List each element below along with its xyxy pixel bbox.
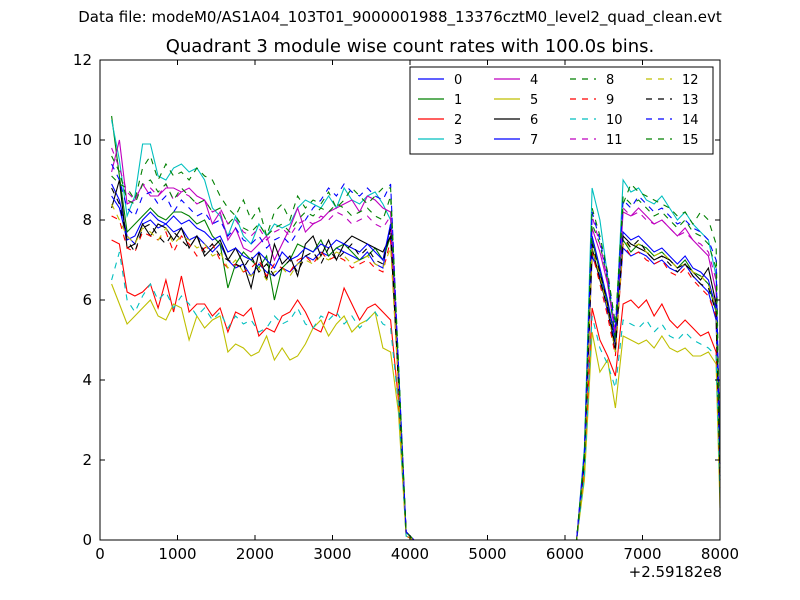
x-tick-label: 1000 bbox=[158, 545, 196, 563]
series-line-4 bbox=[111, 139, 721, 541]
series-line-5 bbox=[111, 283, 721, 541]
legend-label-9: 9 bbox=[606, 93, 614, 108]
y-tick-label: 10 bbox=[73, 131, 92, 149]
legend-label-12: 12 bbox=[682, 73, 699, 88]
chart-title: Quadrant 3 module wise count rates with … bbox=[165, 36, 655, 57]
legend-label-5: 5 bbox=[530, 93, 538, 108]
x-tick-label: 6000 bbox=[546, 545, 584, 563]
x-tick-label: 3000 bbox=[313, 545, 351, 563]
legend-label-0: 0 bbox=[454, 73, 462, 88]
y-tick-label: 2 bbox=[82, 451, 92, 469]
y-tick-label: 6 bbox=[82, 291, 92, 309]
suptitle: Data file: modeM0/AS1A04_103T01_90000019… bbox=[78, 8, 722, 26]
legend-label-7: 7 bbox=[530, 133, 538, 148]
y-tick-label: 0 bbox=[82, 531, 92, 549]
legend-label-14: 14 bbox=[682, 113, 699, 128]
legend-label-8: 8 bbox=[606, 73, 614, 88]
legend-label-2: 2 bbox=[454, 113, 462, 128]
x-axis: 0 1000 2000 3000 4000 5000 6000 7000 8000 bbox=[95, 60, 739, 563]
series-line-1 bbox=[111, 115, 721, 541]
legend-label-6: 6 bbox=[530, 113, 538, 128]
legend-label-1: 1 bbox=[454, 93, 462, 108]
series-line-8 bbox=[111, 154, 721, 541]
x-tick-label: 0 bbox=[95, 545, 105, 563]
legend-label-13: 13 bbox=[682, 93, 699, 108]
series-line-6 bbox=[111, 179, 721, 541]
x-tick-label: 4000 bbox=[391, 545, 429, 563]
series-line-13 bbox=[111, 187, 721, 541]
y-tick-label: 8 bbox=[82, 211, 92, 229]
legend-label-4: 4 bbox=[530, 73, 538, 88]
x-tick-label: 8000 bbox=[701, 545, 739, 563]
series-line-15 bbox=[111, 155, 721, 541]
x-tick-label: 7000 bbox=[623, 545, 661, 563]
y-tick-label: 4 bbox=[82, 371, 92, 389]
series-line-2 bbox=[111, 239, 721, 541]
series-line-10 bbox=[111, 251, 721, 541]
x-tick-label: 2000 bbox=[236, 545, 274, 563]
y-tick-label: 12 bbox=[73, 51, 92, 69]
x-offset-label: +2.59182e8 bbox=[628, 563, 722, 581]
x-tick-label: 5000 bbox=[468, 545, 506, 563]
legend-label-11: 11 bbox=[606, 133, 623, 148]
series-line-9 bbox=[111, 215, 721, 541]
series-line-3 bbox=[111, 119, 721, 541]
legend-label-15: 15 bbox=[682, 133, 699, 148]
legend-label-10: 10 bbox=[606, 113, 623, 128]
series-line-11 bbox=[111, 147, 721, 541]
series-lines bbox=[111, 115, 721, 541]
legend-label-3: 3 bbox=[454, 133, 462, 148]
